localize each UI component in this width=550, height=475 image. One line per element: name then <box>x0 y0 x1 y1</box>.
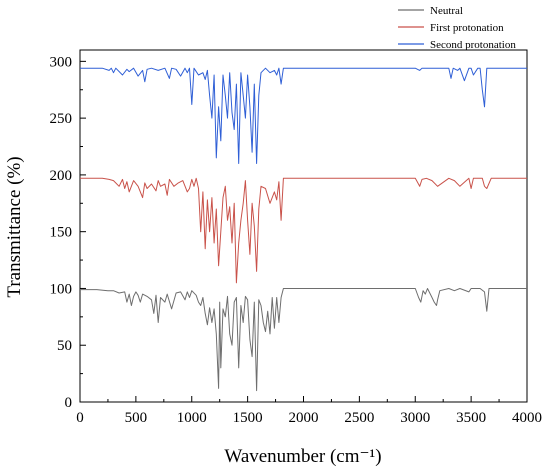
x-tick-label: 500 <box>125 410 148 426</box>
x-tick-label: 3500 <box>456 410 486 426</box>
x-tick-label: 2500 <box>344 410 374 426</box>
x-tick-label: 3000 <box>400 410 430 426</box>
x-tick-label: 1000 <box>177 410 207 426</box>
legend-label: First protonation <box>430 22 504 34</box>
series-line-3 <box>80 67 527 164</box>
x-tick-label: 4000 <box>512 410 542 426</box>
x-tick-label: 1500 <box>233 410 263 426</box>
y-tick-label: 300 <box>50 54 73 70</box>
x-axis-label: Wavenumber (cm⁻¹) <box>224 446 381 467</box>
y-tick-label: 250 <box>50 111 73 127</box>
x-tick-label: 2000 <box>289 410 319 426</box>
y-tick-label: 50 <box>57 338 72 354</box>
legend-label: Second protonation <box>430 39 516 51</box>
legend: Neutral First protonation Second protonati… <box>398 5 516 51</box>
x-tick-label: 0 <box>76 410 84 426</box>
y-tick-label: 0 <box>65 395 73 411</box>
legend-label: Neutral <box>430 5 463 17</box>
y-axis-label: Transmittance (%) <box>4 156 25 297</box>
plot-frame <box>79 49 528 403</box>
series-line-1 <box>80 288 527 392</box>
y-tick-label: 150 <box>50 225 73 241</box>
y-tick-label: 200 <box>50 168 73 184</box>
axes: 0 500 1000 1500 2000 2500 3000 3500 4000 0 50 100 15… <box>50 49 542 426</box>
y-tick-label: 100 <box>50 281 73 297</box>
series-layer <box>80 67 527 392</box>
series-line-2 <box>80 177 527 284</box>
